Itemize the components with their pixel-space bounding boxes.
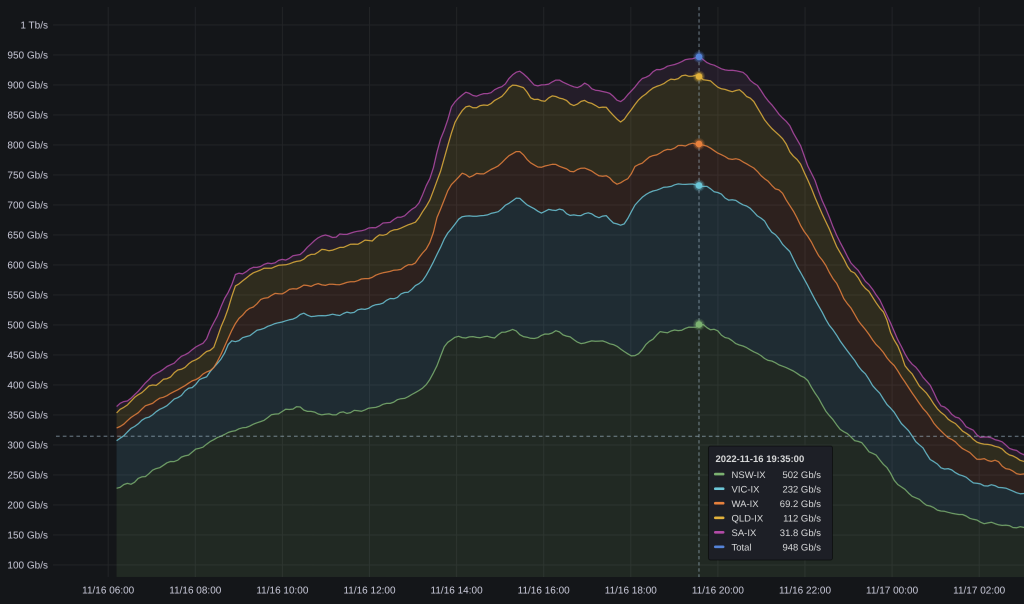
svg-text:450 Gb/s: 450 Gb/s xyxy=(7,350,48,361)
svg-text:11/17 00:00: 11/17 00:00 xyxy=(866,586,919,597)
svg-text:300 Gb/s: 300 Gb/s xyxy=(7,440,48,451)
svg-text:750 Gb/s: 750 Gb/s xyxy=(7,170,48,181)
svg-text:11/16 22:00: 11/16 22:00 xyxy=(779,586,832,597)
svg-text:900 Gb/s: 900 Gb/s xyxy=(7,80,48,91)
svg-text:11/17 02:00: 11/17 02:00 xyxy=(953,586,1006,597)
svg-text:QLD-IX: QLD-IX xyxy=(731,514,763,525)
svg-text:31.8 Gb/s: 31.8 Gb/s xyxy=(780,528,821,539)
svg-text:150 Gb/s: 150 Gb/s xyxy=(7,530,48,541)
svg-text:11/16 12:00: 11/16 12:00 xyxy=(343,585,396,596)
svg-text:200 Gb/s: 200 Gb/s xyxy=(7,500,48,511)
svg-text:550 Gb/s: 550 Gb/s xyxy=(7,290,48,301)
svg-text:2022-11-16 19:35:00: 2022-11-16 19:35:00 xyxy=(715,454,804,465)
svg-text:800 Gb/s: 800 Gb/s xyxy=(7,140,48,151)
svg-text:11/16 16:00: 11/16 16:00 xyxy=(518,586,571,597)
svg-text:400 Gb/s: 400 Gb/s xyxy=(7,380,48,391)
svg-text:11/16 08:00: 11/16 08:00 xyxy=(169,585,222,596)
svg-text:502 Gb/s: 502 Gb/s xyxy=(782,470,821,481)
svg-text:VIC-IX: VIC-IX xyxy=(731,485,760,496)
svg-text:69.2 Gb/s: 69.2 Gb/s xyxy=(780,499,821,510)
svg-text:500 Gb/s: 500 Gb/s xyxy=(7,320,48,331)
svg-text:11/16 14:00: 11/16 14:00 xyxy=(431,585,484,596)
svg-text:950 Gb/s: 950 Gb/s xyxy=(7,50,48,61)
svg-text:11/16 20:00: 11/16 20:00 xyxy=(692,586,745,597)
svg-text:850 Gb/s: 850 Gb/s xyxy=(7,110,48,121)
svg-text:650 Gb/s: 650 Gb/s xyxy=(7,230,48,241)
svg-text:11/16 18:00: 11/16 18:00 xyxy=(605,586,658,597)
svg-text:948 Gb/s: 948 Gb/s xyxy=(782,543,821,554)
svg-text:NSW-IX: NSW-IX xyxy=(731,470,766,481)
svg-text:11/16 10:00: 11/16 10:00 xyxy=(256,585,309,596)
svg-text:Total: Total xyxy=(731,543,751,554)
svg-text:100 Gb/s: 100 Gb/s xyxy=(7,560,48,571)
svg-text:600 Gb/s: 600 Gb/s xyxy=(7,260,48,271)
svg-text:232 Gb/s: 232 Gb/s xyxy=(782,485,821,496)
svg-text:WA-IX: WA-IX xyxy=(731,499,759,510)
svg-text:250 Gb/s: 250 Gb/s xyxy=(7,470,48,481)
svg-text:1 Tb/s: 1 Tb/s xyxy=(20,20,48,31)
svg-text:11/16 06:00: 11/16 06:00 xyxy=(82,585,135,596)
svg-text:350 Gb/s: 350 Gb/s xyxy=(7,410,48,421)
svg-text:112 Gb/s: 112 Gb/s xyxy=(783,514,821,525)
svg-text:SA-IX: SA-IX xyxy=(731,528,756,539)
svg-text:700 Gb/s: 700 Gb/s xyxy=(7,200,48,211)
